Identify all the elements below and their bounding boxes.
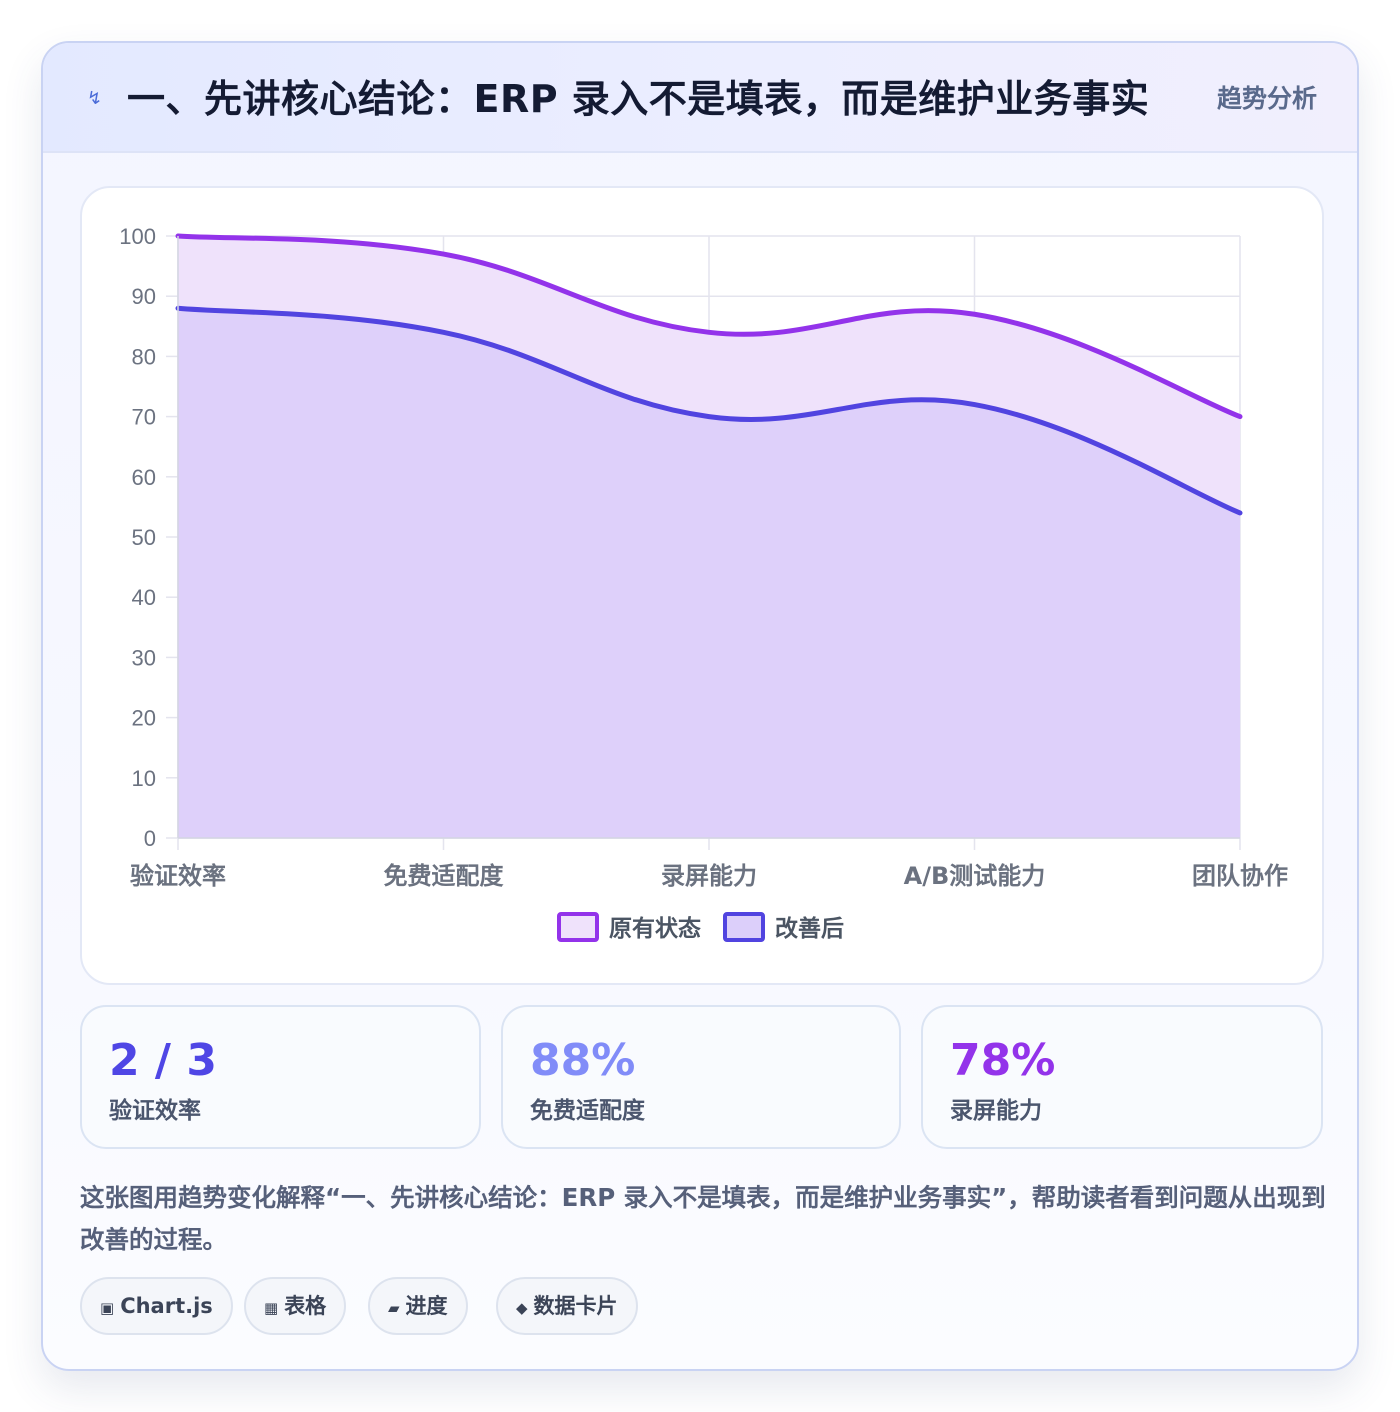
stat-card-2: 88% 免费适配度 [501,1005,901,1149]
tag-chartjs[interactable]: ▣ Chart.js [80,1277,233,1335]
stat-value: 78% [950,1035,1056,1086]
stat-label: 验证效率 [109,1098,201,1124]
y-tick-label: 20 [132,706,156,731]
stat-card-1: 2 / 3 验证效率 [80,1005,481,1149]
lightning-icon: ↯ [87,88,103,109]
tag-data-card[interactable]: ◆ 数据卡片 [496,1277,638,1335]
x-tick-label: 免费适配度 [384,862,505,890]
tag-label: 数据卡片 [533,1294,618,1318]
y-tick-label: 80 [132,344,156,369]
tag-progress[interactable]: ▰ 进度 [368,1277,468,1335]
trend-card: ↯ 一、先讲核心结论：ERP 录入不是填表，而是维护业务事实 趋势分析 0 10 2… [41,41,1359,1371]
stat-value: 2 / 3 [109,1035,217,1086]
y-tick-label: 30 [132,645,156,670]
table-icon: ▦ [264,1299,279,1317]
y-tick-label: 100 [119,224,156,249]
chart-icon: ▣ [100,1299,115,1317]
y-tick-label: 10 [132,766,156,791]
stat-card-3: 78% 录屏能力 [921,1005,1323,1149]
legend-label: 改善后 [775,915,844,942]
y-tick-label: 70 [132,405,156,430]
chart-panel: 0 10 20 30 40 50 60 70 80 90 100 验证效率 免费适配度 录屏能力 A/B测试… [80,186,1324,985]
card-header: ↯ 一、先讲核心结论：ERP 录入不是填表，而是维护业务事实 趋势分析 [43,43,1357,153]
tag-label: 表格 [284,1294,327,1318]
tag-label: 进度 [405,1294,448,1318]
y-tick-label: 90 [132,284,156,309]
legend-swatch [723,912,765,942]
x-tick-label: 录屏能力 [661,862,757,890]
category-badge: 趋势分析 [1216,84,1317,113]
x-tick-label: 团队协作 [1192,862,1288,890]
page-title: 一、先讲核心结论：ERP 录入不是填表，而是维护业务事实 [127,77,1150,121]
y-tick-label: 0 [144,826,156,851]
stat-value: 88% [530,1035,636,1086]
series-area-2 [178,308,1240,838]
legend-label: 原有状态 [609,915,701,942]
stat-label: 录屏能力 [950,1098,1042,1124]
series-line-2 [175,305,1243,516]
legend-swatch [557,912,599,942]
y-tick-label: 60 [132,465,156,490]
data-card-icon: ◆ [516,1299,528,1317]
stat-label: 免费适配度 [530,1098,645,1124]
tag-label: Chart.js [120,1294,213,1318]
x-tick-label: A/B测试能力 [904,862,1046,890]
progress-icon: ▰ [388,1299,400,1317]
tag-table[interactable]: ▦ 表格 [244,1277,347,1335]
x-tick-label: 验证效率 [130,862,226,890]
area-chart: 0 10 20 30 40 50 60 70 80 90 100 验证效率 免费适配度 录屏能力 A/B测试… [119,224,1288,942]
chart-caption: 这张图用趋势变化解释“一、先讲核心结论：ERP 录入不是填表，而是维护业务事实”… [80,1183,1326,1254]
y-tick-label: 50 [132,525,156,550]
y-tick-label: 40 [132,585,156,610]
